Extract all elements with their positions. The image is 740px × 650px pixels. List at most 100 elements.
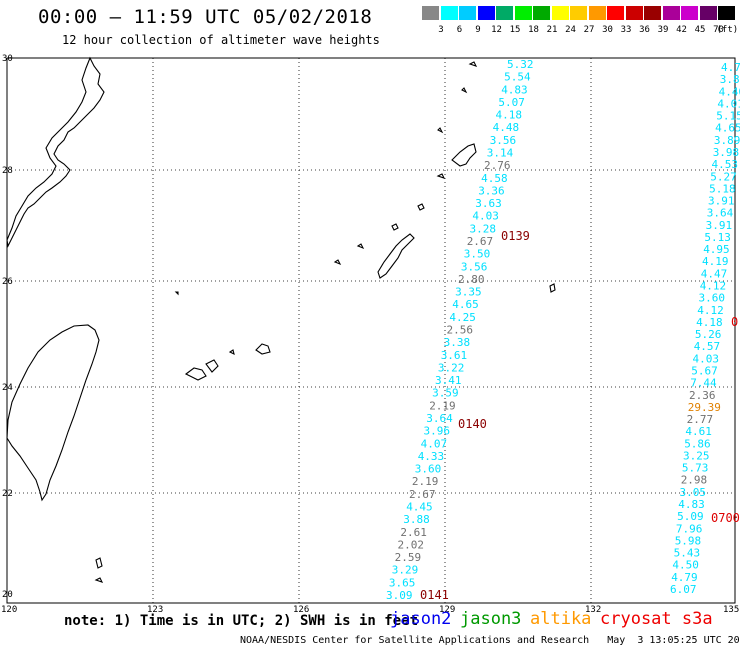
wave-height-value: 4.7 [721, 61, 740, 74]
islet [391, 223, 399, 231]
wave-height-value: 4.95 [703, 243, 730, 256]
legend-swatch [588, 6, 606, 20]
wave-height-value: 4.19 [702, 255, 729, 268]
pass-label-0141: 0141 [420, 588, 449, 602]
wave-height-value: 3.91 [708, 195, 735, 208]
wave-height-value: 3.22 [438, 361, 465, 374]
wave-height-value: 5.15 [716, 110, 740, 123]
legend-swatch [644, 6, 661, 20]
legend-label: 27 [583, 25, 595, 35]
wave-height-value: 4.12 [700, 280, 727, 293]
wave-height-value: 3.50 [464, 248, 491, 261]
islet [95, 557, 103, 569]
iriomote-island [205, 359, 219, 373]
pass-labels: 0139 0140 0141 0 0700 [420, 229, 740, 602]
wave-height-value: 6.07 [670, 583, 697, 596]
wave-height-value: 4.18 [696, 316, 723, 329]
coastlines [6, 56, 556, 583]
wave-height-value: 4.57 [694, 340, 721, 353]
wave-height-value: 4.48 [493, 121, 519, 134]
map-title: 00:00 – 11:59 UTC 05/02/2018 [38, 6, 373, 28]
kyushu-coastline [6, 56, 105, 248]
legend-label: 6 [456, 25, 463, 35]
wave-height-value: 4.33 [418, 450, 445, 463]
wave-height-value: 3.65 [389, 576, 416, 589]
legend-label: 18 [528, 25, 539, 35]
credit-line: NOAA/NESDIS Center for Satellite Applica… [240, 635, 740, 646]
altimeter-track-east: 4.73.864.404.015.154.653.893.984.535.275… [670, 61, 740, 596]
wave-height-value: 5.86 [684, 437, 711, 450]
wave-height-value: 5.26 [695, 328, 722, 341]
okinawa-island [377, 233, 415, 279]
islet [174, 291, 179, 296]
wave-height-value: 3.88 [403, 513, 430, 526]
wave-height-value: 4.25 [449, 311, 476, 324]
wave-height-value: 4.83 [678, 498, 705, 511]
legend-label: 21 [546, 25, 558, 35]
wave-height-value: 3.41 [435, 374, 462, 387]
wave-height-value: 5.54 [504, 71, 531, 84]
wave-height-value: 5.27 [710, 170, 737, 183]
wave-height-value: 3.25 [683, 450, 710, 463]
wave-height-value: 4.50 [672, 559, 699, 572]
legend-altika: altika [530, 609, 592, 629]
wave-height-value: 7.96 [676, 522, 703, 535]
wave-height-value: 4.01 [717, 97, 740, 110]
legend-jason3: jason3 [460, 609, 522, 629]
islet [228, 349, 235, 356]
wave-height-value: 4.79 [671, 571, 698, 584]
legend-swatch [477, 6, 495, 20]
wave-height-value: 2.76 [484, 159, 511, 172]
islet [437, 127, 444, 134]
legend-swatch [459, 6, 476, 20]
wave-height-value: 4.07 [421, 437, 448, 450]
pass-label-0700: 0700 [711, 511, 740, 525]
wave-height-value: 3.61 [441, 349, 468, 362]
legend-label: 15 [509, 25, 521, 35]
latitude-label: 30 [2, 54, 13, 64]
wave-height-value: 7.44 [690, 377, 717, 390]
legend-swatch [699, 6, 717, 20]
wave-height-value: 4.65 [715, 122, 740, 135]
legend-label: 45 [694, 25, 706, 35]
legend-swatch [607, 6, 624, 20]
wave-height-value: 4.47 [701, 267, 728, 280]
wave-height-value: 3.36 [478, 184, 505, 197]
legend-label: 9 [475, 25, 481, 35]
amami-island [451, 143, 477, 167]
wave-height-value: 2.19 [412, 475, 439, 488]
wave-height-value: 2.77 [687, 413, 714, 426]
wave-height-value: 5.32 [507, 58, 534, 71]
legend-swatch [662, 6, 680, 20]
legend-label: 39 [657, 25, 669, 35]
wave-height-value: 4.83 [501, 83, 528, 96]
altimeter-track-west: 5.325.544.835.074.184.483.563.142.764.58… [386, 58, 534, 602]
wave-height-value: 29.39 [688, 401, 721, 414]
wave-height-value: 4.03 [693, 352, 720, 365]
legend-label: 36 [639, 25, 650, 35]
legend-unit: (ft) [716, 25, 739, 35]
wave-height-value: 5.07 [498, 96, 525, 109]
latitude-label: 28 [2, 166, 13, 176]
islet [356, 243, 365, 250]
wave-height-value: 5.98 [675, 534, 702, 547]
latitude-label: 26 [2, 277, 13, 287]
legend-label: 30 [602, 25, 613, 35]
wave-height-value: 3.35 [455, 286, 482, 299]
longitude-label: 126 [293, 605, 309, 615]
legend-swatch [625, 6, 643, 20]
legend-cryosat-s3a: cryosat s3a [600, 609, 713, 629]
pass-label-0140: 0140 [458, 417, 487, 431]
wave-height-value: 3.64 [707, 207, 734, 220]
legend-swatch [422, 6, 439, 20]
ishigaki-island [184, 367, 207, 381]
wave-height-value: 2.67 [467, 235, 494, 248]
wave-height-value: 3.09 [386, 589, 413, 602]
legend-label: 33 [620, 25, 632, 35]
wave-height-value: 3.56 [461, 260, 488, 273]
wave-height-value: 2.98 [681, 474, 708, 487]
islet [461, 87, 468, 94]
legend-label: 3 [438, 25, 444, 35]
wave-height-value: 3.60 [415, 463, 442, 476]
